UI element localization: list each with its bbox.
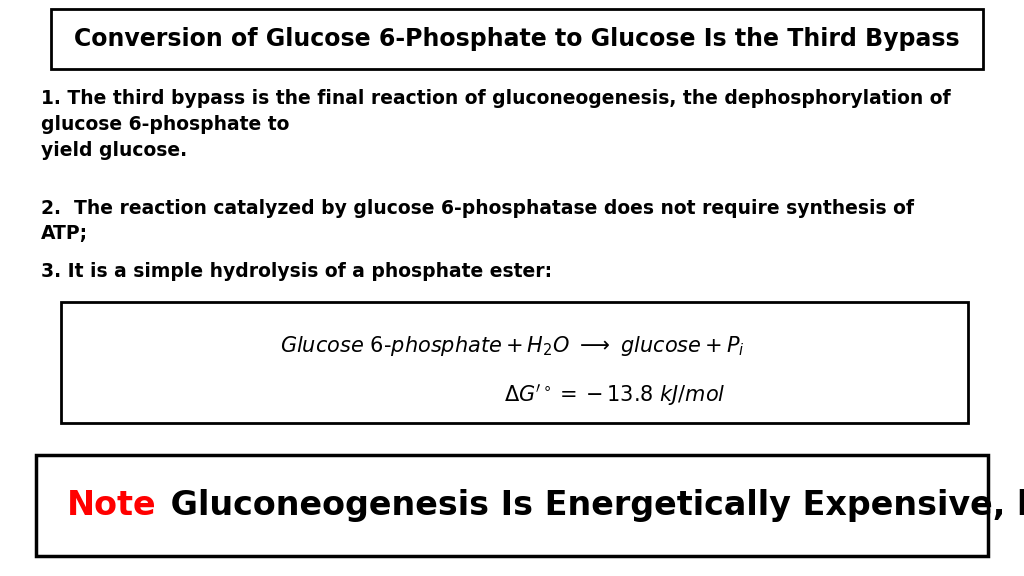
Text: Note: Note (67, 489, 157, 522)
FancyBboxPatch shape (36, 455, 988, 556)
Text: $\mathit{Glucose\ 6\text{-}phosphate + H_2O\ \longrightarrow\ glucose + P_i}$: $\mathit{Glucose\ 6\text{-}phosphate + H… (280, 334, 744, 358)
Text: 2.  The reaction catalyzed by glucose 6-phosphatase does not require synthesis o: 2. The reaction catalyzed by glucose 6-p… (41, 199, 914, 244)
Text: Conversion of Glucose 6-Phosphate to Glucose Is the Third Bypass: Conversion of Glucose 6-Phosphate to Glu… (75, 27, 959, 51)
FancyBboxPatch shape (61, 302, 968, 423)
FancyBboxPatch shape (51, 9, 983, 69)
Text: $\mathit{\Delta G^{\prime\circ} = -13.8\ kJ/mol}$: $\mathit{\Delta G^{\prime\circ} = -13.8\… (504, 382, 725, 408)
Text: Gluconeogenesis Is Energetically Expensive, but Essential: Gluconeogenesis Is Energetically Expensi… (159, 489, 1024, 522)
Text: 1. The third bypass is the final reaction of gluconeogenesis, the dephosphorylat: 1. The third bypass is the final reactio… (41, 89, 950, 160)
Text: 3. It is a simple hydrolysis of a phosphate ester:: 3. It is a simple hydrolysis of a phosph… (41, 262, 552, 281)
